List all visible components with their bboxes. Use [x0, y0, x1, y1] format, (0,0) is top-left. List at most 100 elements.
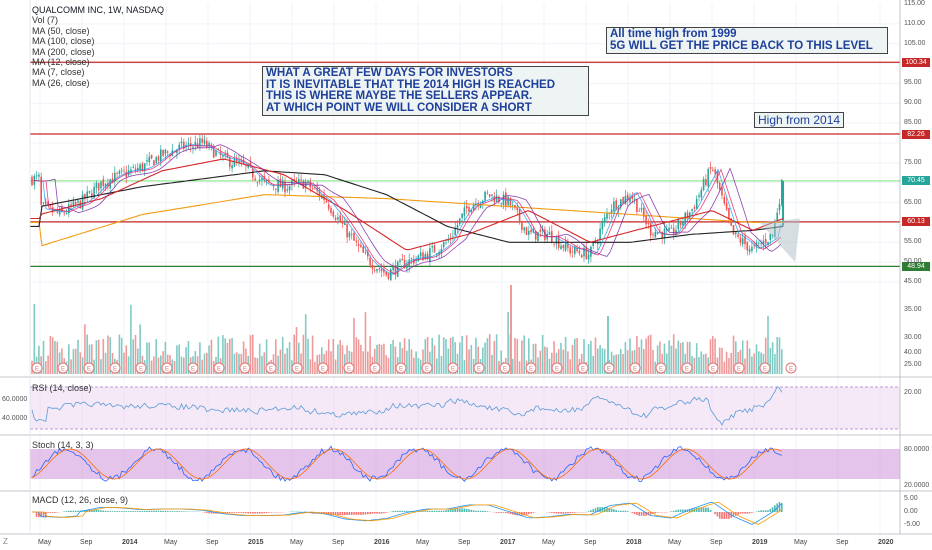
volume-bar	[238, 353, 240, 374]
earnings-marker: E	[551, 362, 563, 374]
candle-body	[495, 195, 498, 202]
time-tick: Sep	[80, 539, 93, 546]
candle-body	[739, 237, 742, 243]
note-line: 5G WILL GET THE PRICE BACK TO THIS LEVEL	[610, 39, 873, 52]
volume-bar	[277, 355, 279, 374]
macd-histogram-bar	[72, 510, 75, 512]
price-tick: 115.00	[904, 0, 925, 7]
macd-histogram-bar	[723, 512, 726, 520]
note-2014-high-reached[interactable]: WHAT A GREAT FEW DAYS FOR INVESTORS IT I…	[262, 66, 589, 116]
candle-body	[449, 237, 452, 239]
candle-body	[373, 269, 376, 271]
volume-bar	[482, 347, 484, 374]
legend-ma12: MA (12, close)	[32, 57, 90, 68]
earnings-marker: E	[733, 362, 745, 374]
earnings-marker-label: E	[685, 367, 689, 373]
candle-body	[339, 215, 341, 223]
zoom-tool-icon[interactable]: Z	[3, 537, 8, 546]
candle-body	[104, 184, 107, 188]
volume-bar	[643, 349, 645, 374]
volume-bar	[767, 315, 769, 374]
volume-bar	[567, 351, 569, 374]
candle-body	[751, 246, 753, 252]
volume-bar	[403, 338, 406, 374]
macd-histogram-bar	[153, 510, 155, 512]
volume-bar	[81, 357, 84, 374]
earnings-marker: E	[525, 362, 537, 374]
macd-histogram-bar	[751, 512, 753, 513]
earnings-marker-label: E	[347, 367, 351, 373]
candle-body	[341, 221, 344, 224]
macd-histogram-bar	[472, 510, 475, 512]
macd-histogram-bar	[760, 510, 762, 512]
candle-body	[741, 238, 744, 245]
candle-body	[442, 242, 445, 248]
earnings-marker-label: E	[295, 367, 299, 373]
time-tick: 2020	[878, 539, 894, 546]
volume-bar	[590, 340, 592, 374]
legend-ma26: MA (26, close)	[32, 77, 90, 88]
volume-bar	[498, 361, 500, 374]
volume-bar	[751, 356, 753, 374]
earnings-marker-label: E	[35, 367, 39, 373]
candle-body	[164, 149, 167, 154]
volume-bar	[293, 334, 295, 374]
macd-histogram-bar	[479, 510, 482, 512]
macd-histogram-bar	[371, 512, 374, 514]
candle-body	[275, 188, 277, 190]
candle-body	[758, 242, 760, 244]
macd-histogram-bar	[367, 512, 369, 515]
candle-body	[778, 204, 781, 211]
macd-histogram-bar	[233, 512, 236, 513]
macd-histogram-bar	[330, 512, 332, 515]
volume-bar	[332, 338, 335, 374]
ma-line	[30, 194, 783, 247]
note-all-time-high[interactable]: All time high from 1999 5G WILL GET THE …	[606, 27, 888, 54]
candle-body	[367, 250, 369, 257]
time-tick: 2017	[500, 539, 516, 546]
volume-bar	[173, 361, 176, 374]
volume-bar	[415, 351, 417, 374]
volume-bar	[728, 357, 730, 374]
stoch-band	[30, 449, 900, 479]
candle-body	[452, 235, 454, 237]
volume-bar	[507, 311, 509, 374]
candle-body	[153, 160, 155, 166]
earnings-marker-circle	[83, 362, 95, 374]
macd-histogram-bar	[615, 510, 617, 512]
candle-body	[574, 246, 576, 255]
volume-bar	[153, 356, 155, 374]
volume-bar	[603, 348, 606, 374]
macd-histogram-bar	[590, 510, 592, 512]
volume-bar	[672, 334, 675, 374]
volume-bar	[781, 349, 783, 374]
macd-histogram-bar	[148, 510, 151, 512]
macd-histogram-bar	[102, 510, 105, 512]
macd-histogram-bar	[502, 512, 505, 513]
earnings-marker-label: E	[477, 367, 481, 373]
candle-body	[176, 150, 178, 154]
earnings-marker: E	[317, 362, 329, 374]
macd-histogram-bar	[654, 512, 657, 514]
candle-body	[327, 204, 330, 209]
macd-histogram-bar	[51, 512, 54, 513]
volume-bar	[564, 336, 567, 374]
candle-body	[270, 183, 272, 185]
macd-histogram-bar	[339, 512, 341, 516]
candle-body	[77, 200, 79, 203]
candle-body	[769, 233, 772, 241]
earnings-marker-circle	[161, 362, 173, 374]
candle-body	[488, 194, 491, 197]
macd-histogram-bar	[449, 509, 452, 512]
note-high-from-2014[interactable]: High from 2014	[754, 112, 845, 128]
macd-histogram-bar	[553, 512, 555, 514]
earnings-marker-circle	[291, 362, 303, 374]
volume-bar	[440, 355, 443, 374]
earnings-marker-circle	[369, 362, 381, 374]
earnings-marker: E	[291, 362, 303, 374]
volume-bar	[383, 343, 385, 374]
price-tick: 35.00	[904, 306, 922, 313]
candle-body	[387, 273, 390, 279]
candle-body	[470, 209, 473, 213]
macd-histogram-bar	[475, 510, 477, 512]
